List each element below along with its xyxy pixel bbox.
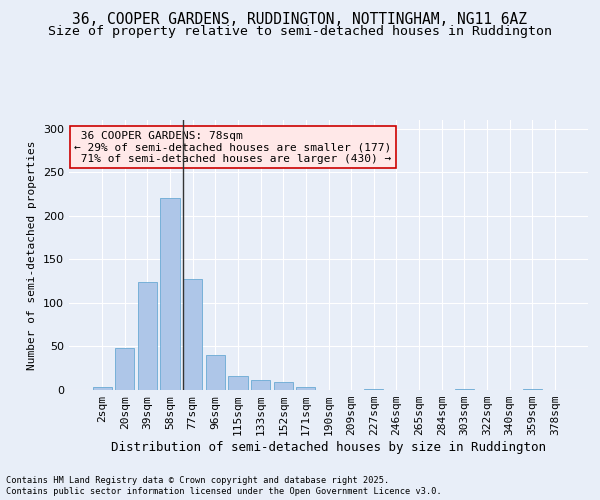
Bar [364,389,383,390]
Text: Contains public sector information licensed under the Open Government Licence v3: Contains public sector information licen… [6,488,442,496]
Bar [229,376,248,390]
Text: 36 COOPER GARDENS: 78sqm
← 29% of semi-detached houses are smaller (177)
 71% of: 36 COOPER GARDENS: 78sqm ← 29% of semi-d… [74,131,391,164]
Text: 36, COOPER GARDENS, RUDDINGTON, NOTTINGHAM, NG11 6AZ: 36, COOPER GARDENS, RUDDINGTON, NOTTINGH… [73,12,527,28]
Bar [160,198,180,390]
Bar [455,389,474,390]
Text: Size of property relative to semi-detached houses in Ruddington: Size of property relative to semi-detach… [48,25,552,38]
Bar [183,278,202,390]
Bar [274,382,293,390]
Bar [206,355,225,390]
Bar [523,389,542,390]
Bar [251,380,270,390]
Bar [115,348,134,390]
Bar [296,388,316,390]
X-axis label: Distribution of semi-detached houses by size in Ruddington: Distribution of semi-detached houses by … [111,441,546,454]
Text: Contains HM Land Registry data © Crown copyright and database right 2025.: Contains HM Land Registry data © Crown c… [6,476,389,485]
Y-axis label: Number of semi-detached properties: Number of semi-detached properties [28,140,37,370]
Bar [92,388,112,390]
Bar [138,282,157,390]
